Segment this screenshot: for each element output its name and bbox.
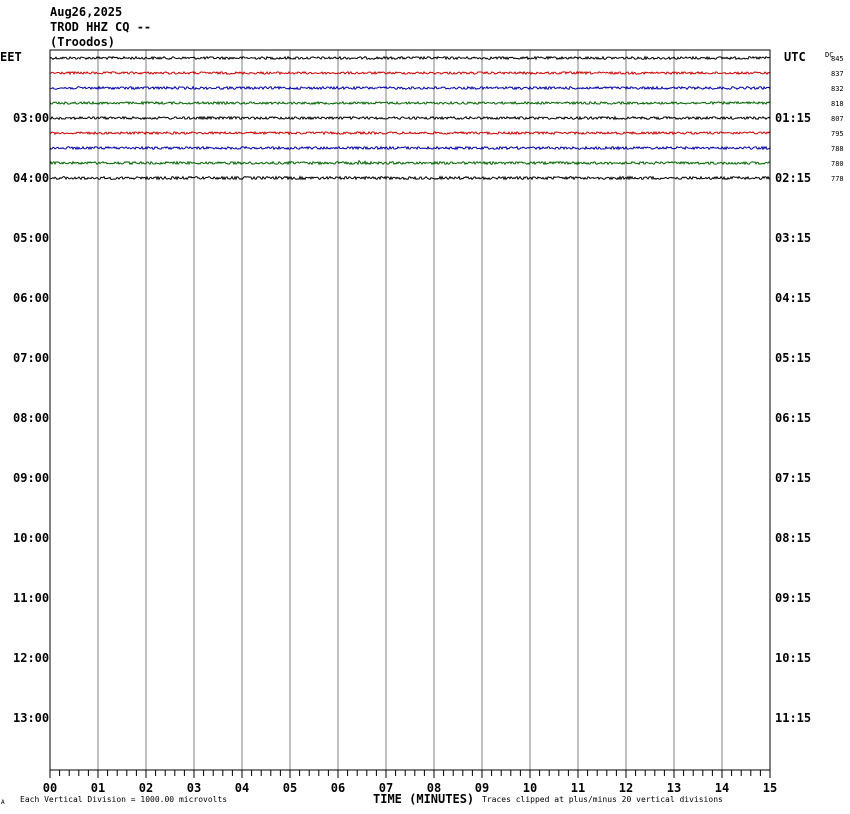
x-tick-label-15: 15 (763, 781, 777, 795)
dc-value-row-4: 807 (831, 115, 844, 123)
seismic-traces (49, 55, 771, 181)
x-tick-label-00: 00 (43, 781, 57, 795)
x-axis-tick-labels: 00 01 02 03 04 05 06 07 08 09 10 11 12 13 14 15 (43, 781, 777, 795)
x-tick-label-01: 01 (91, 781, 105, 795)
x-tick-label-07: 07 (379, 781, 393, 795)
left-hour-label-1: 04:00 (13, 171, 49, 185)
x-tick-label-13: 13 (667, 781, 681, 795)
left-hour-label-6: 09:00 (13, 471, 49, 485)
right-hour-label-2: 03:15 (775, 231, 811, 245)
right-hour-label-8: 09:15 (775, 591, 811, 605)
x-tick-label-08: 08 (427, 781, 441, 795)
right-hour-labels: 01:15 02:15 03:15 04:15 05:15 06:15 07:15 08:15… (775, 111, 811, 725)
right-hour-label-3: 04:15 (775, 291, 811, 305)
left-hour-label-7: 10:00 (13, 531, 49, 545)
dc-offset-values: 845 837 832 818 807 795 788 780 778 (831, 55, 844, 183)
trace-row-7 (49, 159, 771, 166)
minute-gridlines (97, 50, 723, 770)
right-timezone-label: UTC (784, 50, 806, 64)
left-hour-label-0: 03:00 (13, 111, 49, 125)
x-tick-label-09: 09 (475, 781, 489, 795)
dc-value-row-3: 818 (831, 100, 844, 108)
x-tick-label-03: 03 (187, 781, 201, 795)
left-hour-label-4: 07:00 (13, 351, 49, 365)
trace-row-8 (49, 175, 771, 181)
dc-value-row-0: 845 (831, 55, 844, 63)
x-tick-label-05: 05 (283, 781, 297, 795)
x-tick-label-12: 12 (619, 781, 633, 795)
left-hour-label-2: 05:00 (13, 231, 49, 245)
right-hour-label-9: 10:15 (775, 651, 811, 665)
right-hour-label-6: 07:15 (775, 471, 811, 485)
dc-value-row-1: 837 (831, 70, 844, 78)
right-hour-label-4: 05:15 (775, 351, 811, 365)
x-tick-label-02: 02 (139, 781, 153, 795)
trace-row-5 (49, 130, 771, 136)
dc-value-row-8: 778 (831, 175, 844, 183)
header-date: Aug26,2025 (50, 5, 122, 19)
left-hour-label-9: 12:00 (13, 651, 49, 665)
left-hour-label-3: 06:00 (13, 291, 49, 305)
x-tick-label-14: 14 (715, 781, 729, 795)
trace-row-1 (49, 70, 771, 76)
right-hour-label-7: 08:15 (775, 531, 811, 545)
x-tick-label-11: 11 (571, 781, 585, 795)
header-station: TROD HHZ CQ -- (50, 20, 151, 34)
x-axis-ticks (49, 770, 771, 778)
left-hour-label-8: 11:00 (13, 591, 49, 605)
right-hour-label-10: 11:15 (775, 711, 811, 725)
left-timezone-label: EET (0, 50, 22, 64)
trace-row-0 (49, 55, 771, 61)
trace-row-6 (49, 145, 771, 151)
trace-row-4 (49, 115, 771, 121)
x-tick-label-06: 06 (331, 781, 345, 795)
left-hour-label-5: 08:00 (13, 411, 49, 425)
x-tick-label-10: 10 (523, 781, 537, 795)
dc-value-row-5: 795 (831, 130, 844, 138)
right-hour-label-5: 06:15 (775, 411, 811, 425)
right-hour-label-0: 01:15 (775, 111, 811, 125)
left-hour-label-10: 13:00 (13, 711, 49, 725)
x-axis-label: TIME (MINUTES) (373, 792, 474, 806)
trace-row-3 (49, 100, 771, 106)
dc-label: DC (825, 51, 833, 59)
clip-note: Traces clipped at plus/minus 20 vertical… (482, 795, 723, 804)
dc-value-row-2: 832 (831, 85, 844, 93)
dc-value-row-6: 788 (831, 145, 844, 153)
left-hour-labels: 03:00 04:00 05:00 06:00 07:00 08:00 09:00 10:00… (13, 111, 49, 725)
plot-frame (49, 49, 771, 771)
x-tick-label-04: 04 (235, 781, 249, 795)
header-location: (Troodos) (50, 35, 115, 49)
dc-value-row-7: 780 (831, 160, 844, 168)
trace-row-2 (49, 85, 771, 91)
scale-note: Each Vertical Division = 1000.00 microvo… (20, 795, 227, 804)
right-hour-label-1: 02:15 (775, 171, 811, 185)
corner-mark: A (1, 799, 5, 806)
